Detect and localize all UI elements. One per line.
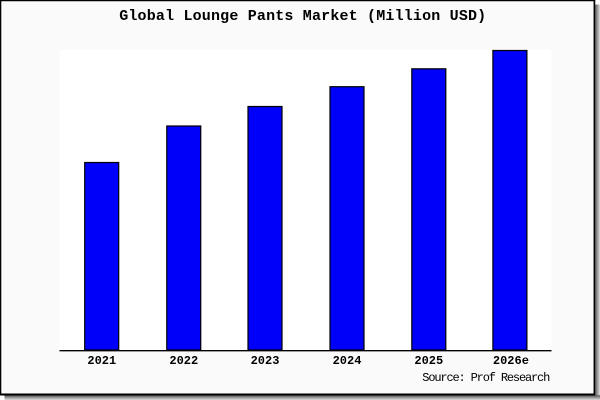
svg-text:2024: 2024 [333, 354, 362, 368]
svg-text:Global Lounge Pants Market (Mi: Global Lounge Pants Market (Million USD) [119, 8, 486, 25]
svg-text:2026e: 2026e [493, 354, 529, 368]
svg-text:2023: 2023 [251, 354, 280, 368]
svg-text:2022: 2022 [169, 354, 198, 368]
svg-text:2021: 2021 [87, 354, 116, 368]
svg-text:2025: 2025 [414, 354, 443, 368]
svg-text:Source: Prof Research: Source: Prof Research [422, 371, 550, 385]
